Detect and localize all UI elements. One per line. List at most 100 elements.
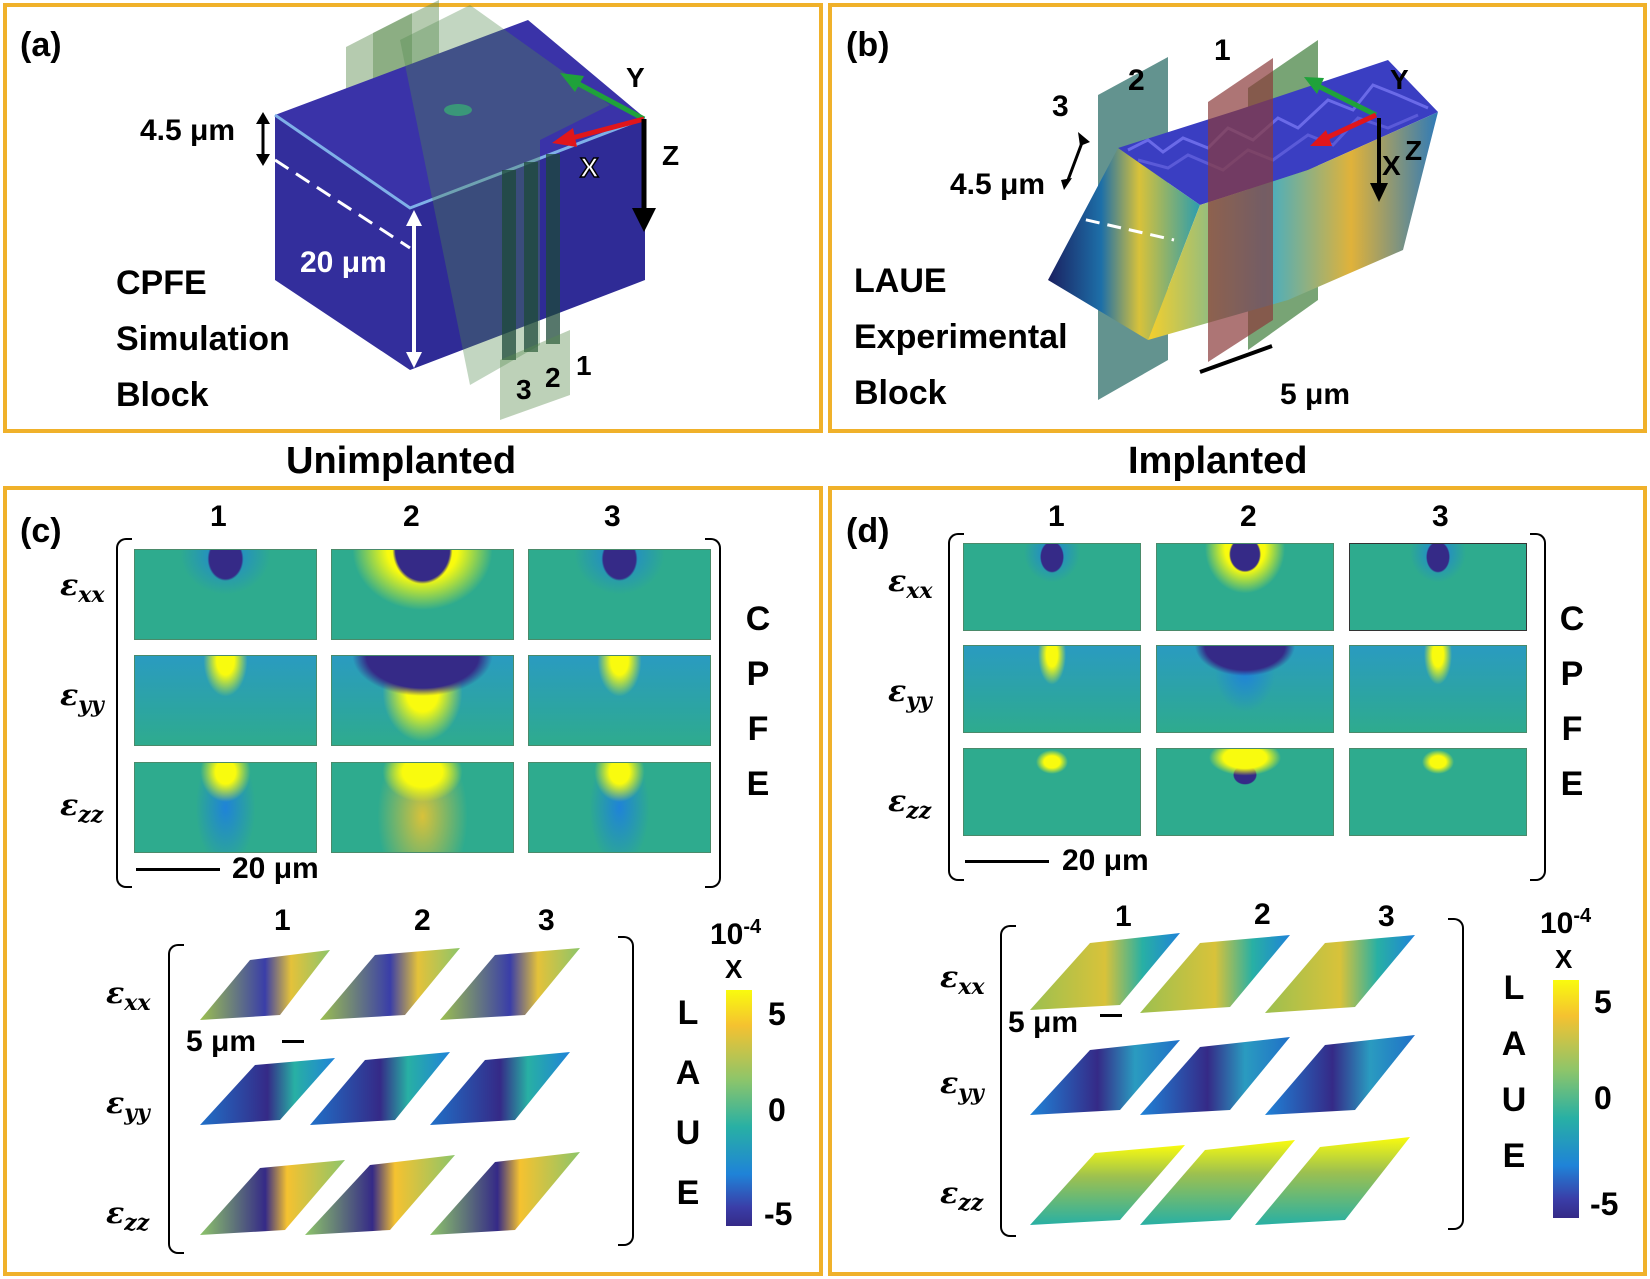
axis-x-arrowhead xyxy=(1310,130,1332,146)
laue-scale-bar xyxy=(282,1040,304,1043)
cpfe-map-yy-3 xyxy=(528,655,711,746)
axis-y-label: Y xyxy=(1390,64,1409,95)
laue-map-yy-2 xyxy=(310,1052,450,1125)
cpfe-scale-label: 20 μm xyxy=(1062,844,1149,877)
colorbar-tick-zero: 0 xyxy=(768,1092,786,1128)
cpfe-block-diagram xyxy=(256,0,656,420)
cpfe-map-xx-2 xyxy=(1156,543,1334,631)
laue-map-yy-3 xyxy=(430,1052,570,1125)
cpfe-scale-label: 20 μm xyxy=(232,852,319,885)
laue-map-zz-1 xyxy=(1030,1145,1185,1225)
laue-map-yy-2 xyxy=(1140,1037,1290,1115)
cpfe-title-line-2: Simulation xyxy=(116,320,290,358)
laue-map-yy-3 xyxy=(1265,1035,1415,1115)
axis-x-label: X xyxy=(1382,150,1401,181)
laue-block-front xyxy=(1048,148,1200,340)
thickness-arrowhead-top xyxy=(1078,132,1090,146)
laue-bracket-left xyxy=(168,944,184,1254)
cpfe-col-3: 3 xyxy=(604,500,621,533)
colorbar-exponent: 10-4 xyxy=(1540,905,1592,940)
laue-col-3: 3 xyxy=(1378,900,1395,933)
laue-map-zz-3 xyxy=(1255,1137,1410,1225)
depth-arrowhead-bottom xyxy=(406,352,422,368)
thickness-arrowhead-bottom xyxy=(1061,178,1072,190)
cpfe-map-zz-1 xyxy=(963,748,1141,836)
axis-x-label: X xyxy=(579,151,599,184)
strain-label-xx: εxx xyxy=(888,564,933,604)
laue-bracket-right xyxy=(1448,918,1464,1230)
thickness-label: 4.5 μm xyxy=(140,114,236,147)
depth-arrowhead-top xyxy=(406,210,422,226)
laue-maps-implanted xyxy=(1030,933,1415,1225)
panel-d xyxy=(828,486,1647,1276)
plane-strip-1 xyxy=(502,170,516,360)
cpfe-map-yy-2 xyxy=(331,655,514,746)
laue-map-zz-3 xyxy=(430,1152,580,1235)
axis-z-arrowhead xyxy=(1370,183,1388,202)
laue-title-line-3: Block xyxy=(854,374,947,412)
strain-label-zz: εzz xyxy=(888,784,932,824)
laue-strain-label-xx: εxx xyxy=(940,960,985,1000)
scale-label: 5 μm xyxy=(1280,378,1351,411)
colorbar-times: X xyxy=(725,954,743,984)
axis-y-arrowhead xyxy=(560,73,584,92)
laue-scale-label: 5 μm xyxy=(1008,1006,1079,1039)
plane-label-1: 1 xyxy=(1214,34,1231,67)
laue-title-line-1: LAUE xyxy=(854,262,947,300)
cpfe-map-xx-3 xyxy=(528,549,711,640)
thickness-label: 4.5 μm xyxy=(950,168,1046,201)
axis-y-arrowhead xyxy=(1304,77,1324,94)
cpfe-bracket-right xyxy=(705,538,721,888)
scale-bar-line xyxy=(1199,344,1273,374)
colorbar-times: X xyxy=(1555,944,1573,974)
laue-map-xx-3 xyxy=(440,948,580,1020)
axis-x-line xyxy=(1324,112,1378,141)
depth-dashed-line xyxy=(274,158,411,250)
cpfe-map-yy-1 xyxy=(134,655,317,746)
cpfe-col-3: 3 xyxy=(1432,500,1449,533)
panel-d-label: (d) xyxy=(846,512,890,550)
cpfe-title-line-1: CPFE xyxy=(116,264,207,302)
cpfe-map-xx-1 xyxy=(963,543,1141,631)
panel-a-label: (a) xyxy=(20,26,62,64)
axis-y-label: Y xyxy=(626,62,645,93)
plane-label-3: 3 xyxy=(1052,90,1069,123)
cpfe-col-2: 2 xyxy=(403,500,420,533)
panel-c-label: (c) xyxy=(20,512,62,550)
laue-strain-label-yy: εyy xyxy=(940,1066,984,1106)
strain-label-yy: εyy xyxy=(888,674,932,714)
cpfe-map-yy-3 xyxy=(1349,645,1527,733)
laue-map-xx-2 xyxy=(320,948,460,1020)
axis-z-arrowhead xyxy=(632,208,656,232)
plane-label-3: 3 xyxy=(516,374,532,405)
cpfe-map-zz-3 xyxy=(1349,748,1527,836)
laue-col-2: 2 xyxy=(1254,898,1271,931)
cpfe-bracket-left xyxy=(948,533,964,881)
laue-map-zz-2 xyxy=(305,1155,455,1235)
plane-label-2: 2 xyxy=(1128,64,1145,97)
laue-col-1: 1 xyxy=(274,904,291,937)
cpfe-map-xx-3 xyxy=(1349,543,1527,631)
cpfe-map-zz-3 xyxy=(528,762,711,853)
plane-label-1: 1 xyxy=(576,350,592,381)
axis-x-arrowhead xyxy=(552,128,577,147)
cpfe-col-1: 1 xyxy=(1048,500,1065,533)
cpfe-map-yy-2 xyxy=(1156,645,1334,733)
thickness-arrowhead-bottom xyxy=(256,154,270,166)
colorbar-tick-max: 5 xyxy=(768,996,786,1032)
colorbar xyxy=(1553,980,1579,1218)
laue-maps-unimplanted xyxy=(200,948,580,1235)
block-front xyxy=(275,115,410,370)
axis-x-line xyxy=(571,116,645,141)
thickness-arrow xyxy=(1066,139,1085,181)
plane-strip-3 xyxy=(546,154,560,344)
cpfe-col-2: 2 xyxy=(1240,500,1257,533)
cpfe-map-xx-1 xyxy=(134,549,317,640)
laue-col-2: 2 xyxy=(414,904,431,937)
depth-dashed-line xyxy=(1042,208,1175,242)
laue-scale-bar xyxy=(1100,1014,1122,1017)
laue-map-yy-1 xyxy=(1030,1040,1180,1115)
